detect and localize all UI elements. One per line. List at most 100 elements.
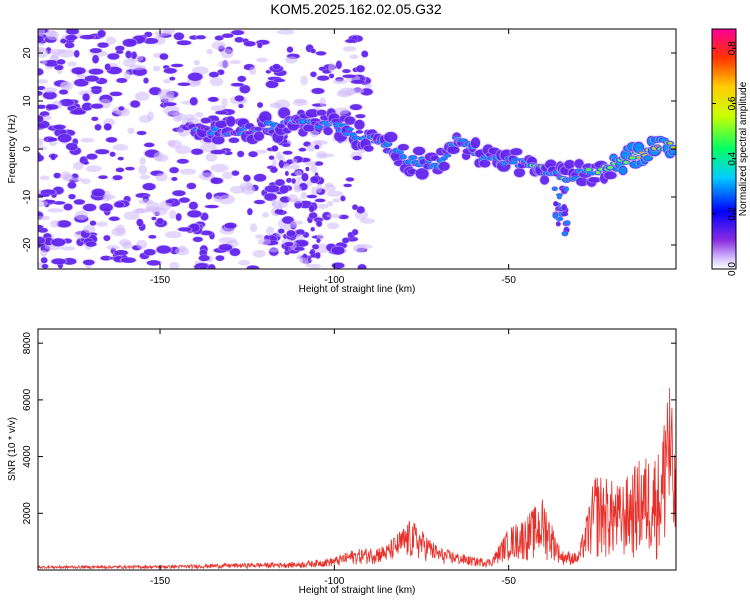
spectrogram-blob [564, 186, 569, 192]
spectrogram-blob [319, 97, 327, 107]
spectrogram-blob [275, 179, 285, 186]
spectrogram-blob [308, 205, 315, 213]
spectrogram-blob [254, 234, 264, 239]
spectrogram-blob [97, 42, 109, 48]
spectrogram-blob [310, 176, 319, 184]
spectrogram-blob [143, 38, 159, 44]
spectrogram-blob [286, 46, 294, 53]
spectrogram-blob [50, 153, 56, 161]
spectrogram-blob [286, 177, 292, 183]
spectrogram-y-tick-label: -10 [22, 189, 33, 204]
spectrogram-blob [169, 261, 180, 269]
spectrogram-blob [189, 97, 198, 106]
spectrogram-blob [105, 36, 117, 45]
spectrogram-blob [315, 125, 322, 129]
spectrogram-blob [257, 238, 272, 246]
spectrogram-blob [345, 177, 355, 182]
spectrogram-blob [154, 30, 172, 37]
spectrogram-blob [296, 229, 305, 236]
spectrogram-blob [172, 190, 186, 197]
spectrogram-blob [352, 244, 367, 253]
spectrogram-blob [293, 185, 302, 193]
spectrogram-blob [332, 79, 348, 85]
spectrogram-blob [282, 150, 293, 155]
spectrogram-blob [38, 79, 49, 84]
colorbar: 0.0 0.2 0.4 0.6 0.8 Normalized spectral ampl… [711, 28, 749, 276]
spectrogram-blob [637, 156, 641, 159]
spectrogram-blob [576, 177, 589, 187]
spectrogram-blob [305, 166, 310, 172]
spectrogram-blob [343, 183, 352, 188]
spectrogram-blob [346, 127, 354, 131]
spectrogram-blob [292, 100, 308, 107]
spectrogram-blob [117, 156, 124, 161]
spectrogram-blob [211, 41, 226, 50]
snr-y-tick-label: 6000 [22, 388, 33, 411]
spectrogram-blob [159, 53, 169, 60]
spectrogram-blob [561, 211, 569, 217]
spectrogram-blob [510, 148, 523, 156]
spectrogram-blob [352, 204, 358, 210]
spectrogram-blob [311, 87, 325, 95]
spectrogram-blob [146, 260, 161, 266]
spectrogram-blob [139, 174, 151, 180]
spectrogram-blob [364, 83, 373, 89]
snr-background [38, 329, 676, 570]
spectrogram-blob [191, 148, 204, 155]
spectrogram-blob [142, 183, 156, 191]
spectrogram-blob [215, 255, 225, 261]
spectrogram-blob [317, 75, 330, 81]
spectrogram-blob [299, 257, 309, 264]
spectrogram-blob [209, 71, 219, 78]
spectrogram-blob [286, 230, 296, 237]
spectrogram-blob [397, 143, 409, 151]
spectrogram-blob [115, 45, 125, 52]
spectrogram-blob [204, 204, 219, 209]
spectrogram-blob [540, 175, 550, 185]
spectrogram-blob [139, 157, 146, 165]
spectrogram-blob [153, 65, 161, 72]
spectrogram-blob [279, 185, 289, 194]
spectrogram-blob [556, 193, 563, 197]
spectrogram-blob [143, 77, 149, 84]
spectrogram-blob [97, 29, 106, 38]
spectrogram-blob [207, 97, 219, 102]
spectrogram-blob [265, 80, 279, 89]
spectrogram-blob [553, 201, 559, 207]
spectrogram-blob [291, 163, 300, 171]
spectrogram-blob [46, 30, 60, 41]
spectrogram-blob [326, 200, 334, 207]
spectrogram-blob [81, 102, 93, 111]
spectrogram-blob [108, 216, 120, 221]
spectrogram-blob [136, 130, 147, 136]
spectrogram-blob [277, 202, 283, 211]
snr-y-ticks: 2000 4000 6000 8000 [22, 332, 676, 524]
spectrogram-blob [115, 224, 125, 235]
spectrogram-blob [173, 32, 185, 41]
spectrogram-blob [210, 177, 223, 184]
spectrogram-blob [296, 176, 302, 183]
colorbar-label: Normalized spectral amplitude [738, 81, 749, 216]
colorbar-tick-label: 0.6 [727, 96, 738, 110]
spectrogram-blob [47, 137, 58, 142]
spectrogram-blob [561, 204, 567, 211]
spectrogram-blob [340, 195, 346, 202]
spectrogram-blob [224, 222, 237, 229]
spectrogram-blob [230, 82, 244, 87]
spectrogram-blob [364, 145, 374, 152]
spectrogram-blob [194, 112, 204, 118]
spectrogram-blob [331, 262, 345, 269]
spectrogram-blob [156, 245, 172, 254]
spectrogram-blob [282, 216, 294, 224]
spectrogram-blob [187, 72, 203, 81]
snr-x-ticks: -150 -100 -50 [150, 329, 516, 587]
spectrogram-blob [67, 181, 77, 189]
spectrogram-blob [116, 77, 128, 83]
spectrogram-blob [248, 66, 257, 76]
spectrogram-blob [252, 249, 266, 258]
spectrogram-blob [38, 68, 44, 76]
spectrogram-blob [138, 165, 148, 175]
spectrogram-blob [315, 252, 321, 259]
spectrogram-blob [177, 158, 189, 164]
